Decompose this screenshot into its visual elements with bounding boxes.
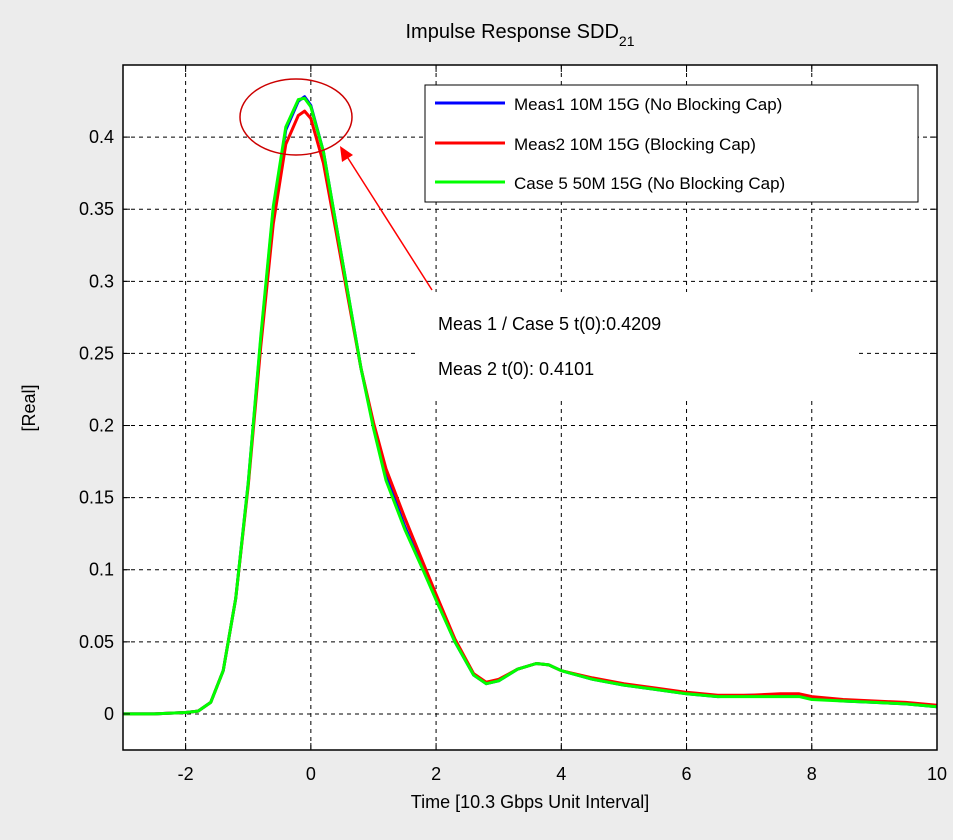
annotation-arrow-line: [345, 154, 433, 291]
x-tick-label: 10: [927, 764, 947, 784]
x-axis-ticks: -2 0 2 4 6 8 10: [178, 65, 947, 784]
y-tick-label: 0.2: [89, 416, 114, 436]
x-tick-label: 0: [306, 764, 316, 784]
series-line-case5: [123, 96, 938, 716]
x-tick-label: 2: [431, 764, 441, 784]
y-tick-label: 0.4: [89, 127, 114, 147]
chart-title-subscript: 21: [619, 33, 635, 49]
y-tick-label: 0.35: [79, 199, 114, 219]
annotation-box: [418, 292, 858, 400]
x-tick-label: 6: [682, 764, 692, 784]
y-tick-label: 0.3: [89, 271, 114, 291]
x-tick-label: 4: [556, 764, 566, 784]
y-axis-label: [Real]: [19, 384, 39, 431]
x-axis-label: Time [10.3 Gbps Unit Interval]: [411, 792, 649, 812]
x-tick-label: 8: [807, 764, 817, 784]
x-tick-label: -2: [178, 764, 194, 784]
series-group: [123, 95, 938, 716]
legend-label-meas2: Meas2 10M 15G (Blocking Cap): [514, 135, 756, 154]
y-tick-label: 0.15: [79, 488, 114, 508]
chart-title: Impulse Response SDD21: [405, 21, 634, 49]
annotation-meas1-case5: Meas 1 / Case 5 t(0):0.4209: [438, 314, 661, 334]
legend-label-case5: Case 5 50M 15G (No Blocking Cap): [514, 174, 785, 193]
legend: Meas1 10M 15G (No Blocking Cap) Meas2 10…: [424, 84, 919, 203]
annotation-meas2: Meas 2 t(0): 0.4101: [438, 359, 594, 379]
y-tick-label: 0.25: [79, 343, 114, 363]
annotation-arrow-head: [340, 146, 353, 162]
y-tick-label: 0.1: [89, 560, 114, 580]
plot-frame: [122, 64, 938, 751]
legend-label-meas1: Meas1 10M 15G (No Blocking Cap): [514, 95, 782, 114]
legend-box: [424, 84, 919, 203]
y-tick-label: 0: [104, 704, 114, 724]
peak-highlight-circle: [239, 78, 353, 156]
y-tick-label: 0.05: [79, 632, 114, 652]
chart-title-main: Impulse Response SDD: [405, 21, 618, 43]
y-axis-ticks: 0 0.05 0.1 0.15 0.2 0.25 0.3 0.35 0.4: [79, 127, 937, 724]
